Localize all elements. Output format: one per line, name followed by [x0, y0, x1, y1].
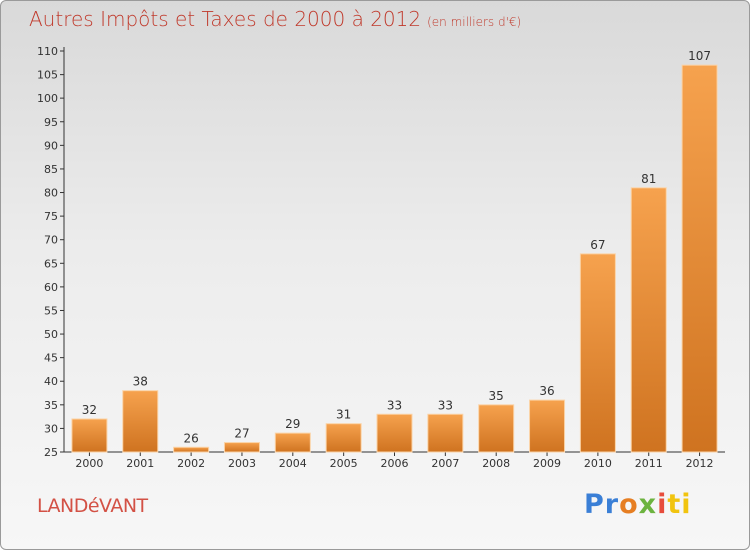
x-tick-label-2012: 2012 [686, 457, 714, 470]
bar-2003 [223, 442, 260, 453]
value-label-2005: 31 [336, 408, 351, 422]
value-label-2007: 33 [438, 398, 453, 412]
y-tick-label: 50 [44, 328, 58, 341]
y-tick-label: 90 [44, 139, 58, 152]
bar-2000 [71, 418, 108, 453]
y-tick-label: 85 [44, 163, 58, 176]
value-label-2003: 27 [234, 427, 249, 441]
y-tick-label: 60 [44, 281, 58, 294]
value-label-2010: 67 [590, 238, 605, 252]
value-label-2001: 38 [133, 375, 148, 389]
y-tick-label: 65 [44, 257, 58, 270]
bar-2005 [325, 423, 362, 453]
value-label-2008: 35 [489, 389, 504, 403]
value-label-2002: 26 [183, 431, 198, 445]
value-label-2000: 32 [82, 403, 97, 417]
bar-2006 [376, 413, 413, 453]
value-label-2004: 29 [285, 417, 300, 431]
y-tick-label: 40 [44, 375, 58, 388]
x-tick-label-2005: 2005 [330, 457, 358, 470]
y-tick-label: 105 [37, 69, 58, 82]
x-tick-label-2007: 2007 [431, 457, 459, 470]
commune-name: LANDéVANT [37, 495, 148, 517]
x-tick-label-2011: 2011 [635, 457, 663, 470]
bar-2007 [427, 413, 464, 453]
bar-2004 [274, 432, 311, 453]
y-tick-label: 30 [44, 422, 58, 435]
value-label-2009: 36 [539, 384, 554, 398]
value-label-2011: 81 [641, 172, 656, 186]
bar-2008 [478, 404, 515, 453]
bar-2001 [122, 390, 159, 453]
chart-title-unit: (en milliers d'€) [427, 15, 522, 29]
x-tick-label-2008: 2008 [482, 457, 510, 470]
x-tick-label-2006: 2006 [381, 457, 409, 470]
y-tick-label: 110 [37, 45, 58, 58]
y-tick-label: 100 [37, 92, 58, 105]
x-tick-label-2002: 2002 [177, 457, 205, 470]
bar-2011 [630, 187, 667, 453]
value-label-2006: 33 [387, 398, 402, 412]
x-tick-label-2001: 2001 [126, 457, 154, 470]
x-tick-label-2010: 2010 [584, 457, 612, 470]
y-tick-label: 70 [44, 234, 58, 247]
y-tick-label: 80 [44, 187, 58, 200]
y-tick-label: 35 [44, 399, 58, 412]
bar-2010 [579, 253, 616, 453]
y-tick-label: 45 [44, 352, 58, 365]
x-tick-label-2003: 2003 [228, 457, 256, 470]
x-tick-label-2000: 2000 [75, 457, 103, 470]
y-tick-label: 95 [44, 116, 58, 129]
value-label-2012: 107 [688, 49, 711, 63]
bar-2002 [173, 446, 210, 453]
chart-title-text: Autres Impôts et Taxes de 2000 à 2012 [29, 7, 422, 31]
y-tick-label: 75 [44, 210, 58, 223]
bar-2009 [529, 399, 566, 453]
x-tick-label-2009: 2009 [533, 457, 561, 470]
chart-title: Autres Impôts et Taxes de 2000 à 2012 (en… [29, 7, 521, 31]
y-tick-label: 55 [44, 304, 58, 317]
x-tick-label-2004: 2004 [279, 457, 307, 470]
y-tick-label: 25 [44, 446, 58, 459]
bar-2012 [681, 64, 718, 453]
proxiti-logo: Proxiti [584, 489, 692, 520]
